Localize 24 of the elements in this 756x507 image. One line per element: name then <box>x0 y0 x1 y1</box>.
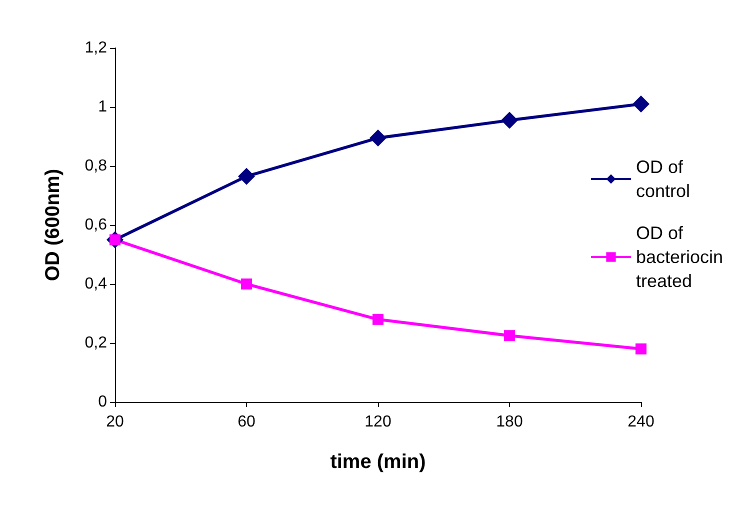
x-tick-label: 120 <box>364 414 392 430</box>
y-tick-label: 0,8 <box>84 158 108 174</box>
point <box>241 278 252 290</box>
y-tick-label: 0,4 <box>84 276 108 292</box>
x-tick-label: 240 <box>628 414 654 430</box>
point <box>238 168 255 185</box>
x-axis-title: time (min) <box>330 451 426 473</box>
legend-label: OD of bacteriocin treated <box>636 223 728 291</box>
x-tick-label: 20 <box>106 414 124 430</box>
legend-label: OD of control <box>636 157 690 201</box>
point <box>504 330 515 342</box>
point <box>632 96 650 113</box>
y-tick-label: 1,2 <box>84 40 108 56</box>
x-tick-label: 180 <box>496 414 523 430</box>
y-tick-label: 0,2 <box>84 334 108 352</box>
point <box>501 112 518 129</box>
y-axis-title: OD (600nm) <box>42 168 64 282</box>
point <box>372 314 384 325</box>
y-tick-label: 0 <box>98 394 108 410</box>
x-tick-label: 60 <box>238 414 256 430</box>
point <box>370 129 386 146</box>
point <box>636 343 646 354</box>
y-tick-label: 1 <box>98 98 108 116</box>
y-tick-label: 0,6 <box>84 216 108 234</box>
